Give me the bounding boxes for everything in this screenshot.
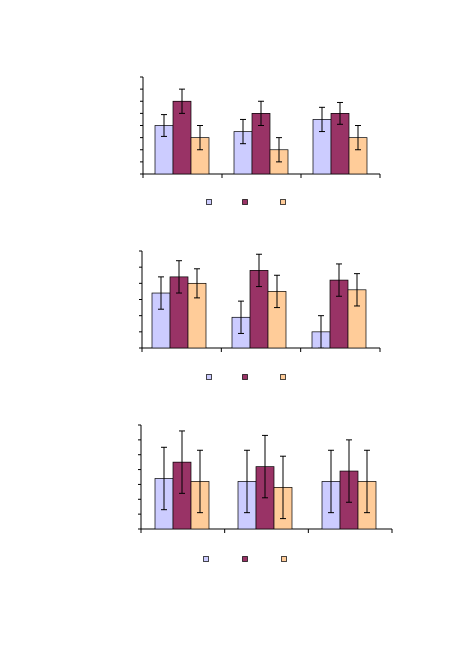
chart3-legend-swatch <box>203 556 209 562</box>
chart1-legend-swatch <box>242 199 248 205</box>
chart2-legend-swatch <box>242 374 248 380</box>
chart2-legend-swatch <box>206 374 212 380</box>
chart3-legend-swatch <box>242 556 248 562</box>
chart1-legend-swatch <box>280 199 286 205</box>
chart3-legend-swatch <box>281 556 287 562</box>
chart2-legend-swatch <box>280 374 286 380</box>
chart1-legend-swatch <box>206 199 212 205</box>
